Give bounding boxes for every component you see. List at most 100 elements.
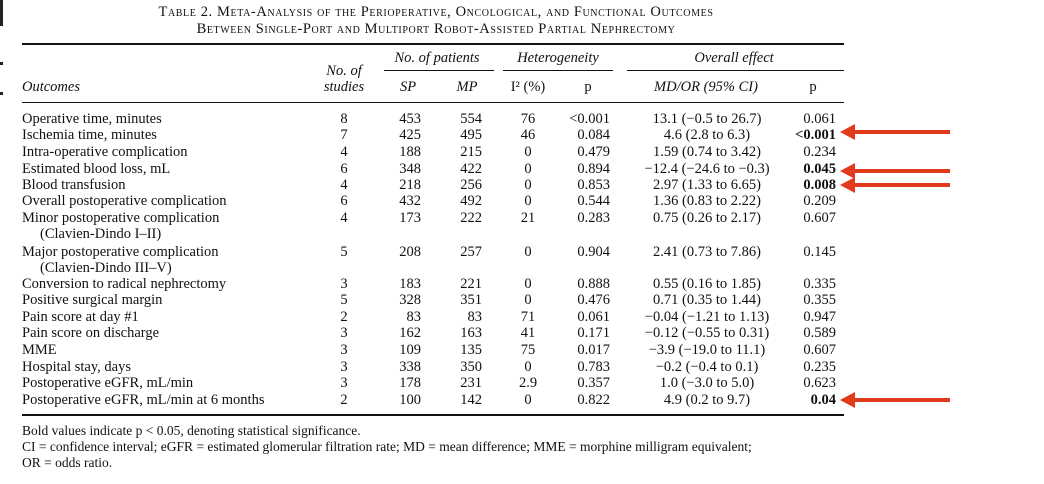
i2-cell: 75 — [520, 342, 536, 358]
effect-cell: −0.12 (−0.55 to 0.31) — [644, 325, 770, 341]
i2-cell: 0 — [524, 144, 532, 160]
p-heterogeneity-cell: <0.001 — [569, 111, 610, 127]
table-row: Estimated blood loss, mL 6 348 422 0 0.894 −12… — [0, 161, 900, 178]
patients-group-header: No. of patients — [394, 50, 480, 66]
p-overall-header: p — [809, 79, 817, 95]
sp-cell: 83 — [406, 309, 422, 325]
studies-cell: 6 — [340, 193, 348, 209]
studies-cell: 4 — [340, 177, 348, 193]
footnote-bold-text: Bold values indicate p < 0.05, denoting … — [22, 423, 361, 438]
highlight-arrow — [840, 163, 950, 179]
p-heterogeneity-cell: 0.084 — [577, 127, 610, 143]
p-overall-cell: 0.607 — [803, 210, 836, 226]
md-or-header: MD/OR (95% CI) — [654, 79, 758, 95]
p-overall-cell: 0.355 — [803, 292, 836, 308]
effect-cell: 2.41 (0.73 to 7.86) — [653, 244, 761, 260]
i2-cell: 0 — [524, 244, 532, 260]
effect-cell: 13.1 (−0.5 to 26.7) — [652, 111, 762, 127]
mp-cell: 222 — [460, 210, 482, 226]
i2-cell: 41 — [520, 325, 536, 341]
outcome-cell: Postoperative eGFR, mL/min — [22, 375, 194, 391]
highlight-arrow — [840, 177, 950, 193]
scan-mark — [0, 0, 3, 26]
mp-cell: 492 — [460, 193, 482, 209]
highlight-arrow — [840, 392, 950, 408]
sp-cell: 188 — [399, 144, 421, 160]
header-rule — [22, 102, 844, 103]
p-heterogeneity-cell: 0.357 — [577, 375, 610, 391]
outcome-subcell: (Clavien-Dindo I–II) — [40, 226, 162, 242]
table-row: Conversion to radical nephrectomy 3 183 221… — [0, 276, 900, 293]
studies-header-line-2: studies — [323, 79, 365, 95]
sp-cell: 348 — [399, 161, 421, 177]
p-overall-cell: 0.045 — [803, 161, 836, 177]
sp-cell: 109 — [399, 342, 421, 358]
sp-header: SP — [399, 79, 417, 95]
i2-cell: 0 — [524, 292, 532, 308]
p-heterogeneity-cell: 0.017 — [577, 342, 610, 358]
patients-group-rule — [384, 70, 494, 71]
sp-cell: 183 — [399, 276, 421, 292]
mp-cell: 215 — [460, 144, 482, 160]
i2-cell: 21 — [520, 210, 536, 226]
heterogeneity-group-rule — [503, 70, 613, 71]
sp-cell: 208 — [399, 244, 421, 260]
studies-cell: 5 — [340, 292, 348, 308]
table-row: Major postoperative complication (Clavien… — [0, 244, 900, 276]
outcome-cell: Postoperative eGFR, mL/min at 6 months — [22, 392, 265, 408]
mp-cell: 554 — [460, 111, 482, 127]
p-heterogeneity-header: p — [584, 79, 592, 95]
i2-cell: 0 — [524, 193, 532, 209]
outcome-cell: Positive surgical margin — [22, 292, 163, 308]
p-overall-cell: 0.04 — [810, 392, 836, 408]
studies-cell: 3 — [340, 276, 348, 292]
effect-cell: −3.9 (−19.0 to 11.1) — [648, 342, 766, 358]
studies-cell: 4 — [340, 210, 348, 226]
table-row: Blood transfusion 4 218 256 0 0.853 2.97 (1.33… — [0, 177, 900, 194]
outcome-cell: Intra-operative complication — [22, 144, 188, 160]
table-title-line-1: Table 2. Meta-Analysis of the Perioperat… — [158, 4, 714, 20]
outcome-cell: Minor postoperative complication — [22, 210, 220, 226]
p-heterogeneity-cell: 0.888 — [577, 276, 610, 292]
p-overall-cell: 0.234 — [803, 144, 836, 160]
sp-cell: 100 — [399, 392, 421, 408]
studies-cell: 5 — [340, 244, 348, 260]
p-heterogeneity-cell: 0.783 — [577, 359, 610, 375]
table-row: Ischemia time, minutes 7 425 495 46 0.084 4.6 … — [0, 127, 900, 144]
mp-cell: 83 — [467, 309, 483, 325]
i2-cell: 0 — [524, 276, 532, 292]
p-heterogeneity-cell: 0.476 — [577, 292, 610, 308]
footnote-abbreviations-cont: OR = odds ratio. — [22, 455, 113, 470]
mp-cell: 142 — [460, 392, 482, 408]
sp-cell: 173 — [399, 210, 421, 226]
effect-cell: 2.97 (1.33 to 6.65) — [653, 177, 761, 193]
outcome-cell: Major postoperative complication — [22, 244, 219, 260]
p-heterogeneity-cell: 0.479 — [577, 144, 610, 160]
mp-cell: 495 — [460, 127, 482, 143]
outcome-cell: Conversion to radical nephrectomy — [22, 276, 227, 292]
table-row: Overall postoperative complication 6 432 49… — [0, 193, 900, 210]
studies-cell: 6 — [340, 161, 348, 177]
effect-cell: 4.6 (2.8 to 6.3) — [663, 127, 751, 143]
studies-header-line-1: No. of — [326, 63, 362, 79]
p-heterogeneity-cell: 0.171 — [577, 325, 610, 341]
sp-cell: 162 — [399, 325, 421, 341]
outcome-cell: Blood transfusion — [22, 177, 126, 193]
studies-cell: 8 — [340, 111, 348, 127]
outcome-cell: Ischemia time, minutes — [22, 127, 157, 143]
studies-cell: 3 — [340, 325, 348, 341]
outcome-cell: Overall postoperative complication — [22, 193, 227, 209]
p-overall-cell: 0.235 — [803, 359, 836, 375]
i2-cell: 2.9 — [518, 375, 538, 391]
p-overall-cell: 0.623 — [803, 375, 836, 391]
outcome-cell: Hospital stay, days — [22, 359, 132, 375]
p-heterogeneity-cell: 0.544 — [577, 193, 610, 209]
outcome-cell: MME — [22, 342, 57, 358]
table-row: MME 3 109 135 75 0.017 −3.9 (−19.0 to 11.1) 0.6… — [0, 342, 900, 359]
sp-cell: 453 — [399, 111, 421, 127]
i2-cell: 76 — [520, 111, 536, 127]
effect-cell: 0.75 (0.26 to 2.17) — [653, 210, 761, 226]
mp-cell: 422 — [460, 161, 482, 177]
outcomes-header: Outcomes — [22, 79, 80, 95]
studies-cell: 4 — [340, 144, 348, 160]
